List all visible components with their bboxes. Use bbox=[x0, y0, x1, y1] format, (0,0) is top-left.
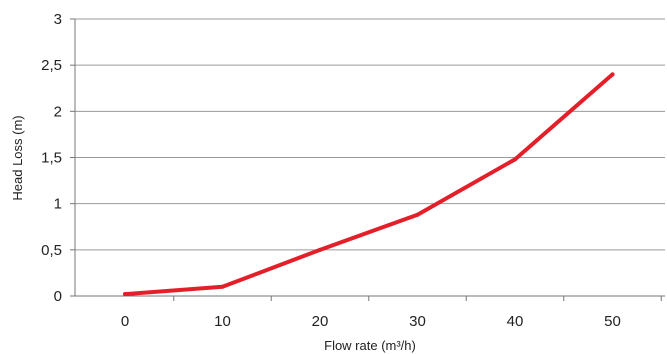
series-line bbox=[123, 72, 615, 297]
y-tick-label: 1 bbox=[54, 196, 62, 213]
data-point bbox=[610, 72, 615, 77]
y-tick-label: 0 bbox=[54, 288, 62, 305]
x-axis-label: Flow rate (m³/h) bbox=[324, 338, 416, 353]
y-tick-label: 3 bbox=[54, 11, 62, 28]
x-tick-label: 20 bbox=[312, 313, 329, 330]
data-point bbox=[318, 247, 322, 252]
y-tick-label: 1,5 bbox=[41, 150, 62, 167]
data-point bbox=[123, 292, 127, 297]
data-point bbox=[415, 212, 420, 217]
y-tick-label: 2 bbox=[54, 103, 62, 120]
x-axis-ticks: 0 10 20 30 40 50 bbox=[121, 313, 621, 330]
axes bbox=[70, 18, 665, 301]
y-axis-ticks: 0 0,5 1 1,5 2 2,5 3 bbox=[41, 11, 62, 305]
x-tick-label: 10 bbox=[214, 313, 231, 330]
y-axis-label: Head Loss (m) bbox=[10, 115, 25, 200]
gridlines bbox=[75, 18, 665, 251]
x-tick-label: 40 bbox=[507, 313, 524, 330]
x-tick-label: 50 bbox=[604, 313, 621, 330]
x-tick-label: 0 bbox=[121, 313, 129, 330]
data-point bbox=[220, 284, 225, 289]
x-tick-label: 30 bbox=[409, 313, 426, 330]
y-tick-label: 0,5 bbox=[41, 242, 62, 259]
data-series bbox=[123, 72, 615, 297]
data-point bbox=[513, 157, 517, 162]
y-tick-label: 2,5 bbox=[41, 57, 62, 74]
